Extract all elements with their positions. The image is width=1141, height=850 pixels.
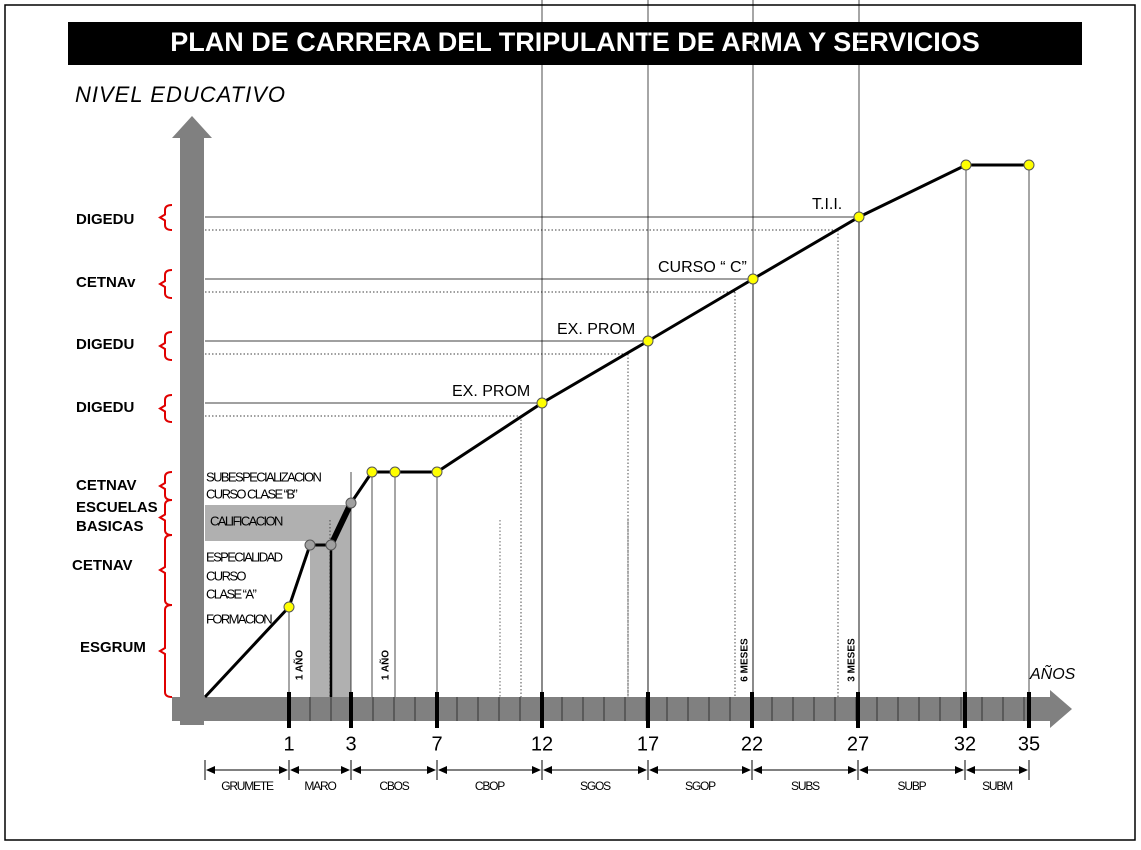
course-label: CURSO CLASE “B” — [206, 486, 297, 501]
guides — [158, 0, 1031, 780]
node — [642, 335, 654, 347]
rank-arrow — [543, 766, 552, 774]
level-label: CETNAV — [72, 557, 133, 574]
node — [1023, 159, 1035, 171]
brace — [158, 604, 173, 698]
brace — [158, 471, 173, 501]
node — [431, 466, 443, 478]
x-axis — [172, 697, 1052, 721]
rank-label: SUBM — [982, 779, 1013, 793]
course-label: CLASE “A” — [206, 586, 256, 601]
brace — [158, 269, 173, 299]
node — [325, 539, 337, 551]
node — [366, 466, 378, 478]
rank-label: SGOS — [580, 779, 611, 793]
node — [304, 539, 316, 551]
duration: 6 MESES — [740, 638, 751, 682]
x-arrow — [1050, 690, 1072, 728]
course-label: SUBESPECIALIZACION — [206, 469, 321, 484]
rank-label: SUBP — [898, 779, 927, 793]
node — [389, 466, 401, 478]
rank-label: GRUMETE — [221, 779, 274, 793]
rank-arrow — [753, 766, 762, 774]
path-group — [203, 159, 1035, 699]
rank-arrow — [848, 766, 857, 774]
annotation: EX. PROM — [557, 321, 635, 338]
rank-arrow — [427, 766, 436, 774]
level-label: DIGEDU — [76, 211, 134, 228]
level-label: ESGRUM — [80, 639, 146, 656]
level-label: CETNAv — [76, 274, 136, 291]
rank-arrow — [1019, 766, 1028, 774]
rank-arrow — [352, 766, 361, 774]
rank-label: SUBS — [791, 779, 820, 793]
rank-arrow — [638, 766, 647, 774]
level-label: BASICAS — [76, 518, 144, 535]
rank-label: CBOP — [475, 779, 505, 793]
rank-arrow — [279, 766, 288, 774]
year-label: 32 — [954, 733, 976, 755]
rank-label: SGOP — [685, 779, 716, 793]
brace — [158, 331, 173, 361]
year-label: 12 — [531, 733, 553, 755]
rank-arrow — [532, 766, 541, 774]
node — [853, 211, 865, 223]
year-label: 3 — [345, 733, 356, 755]
course-label: ESPECIALIDAD — [206, 549, 283, 564]
y-axis — [180, 135, 204, 725]
y-arrow — [172, 116, 212, 138]
course-label: CURSO — [206, 568, 246, 583]
rank-arrow — [742, 766, 751, 774]
node — [283, 601, 295, 613]
duration: 1 AÑO — [293, 650, 306, 680]
rank-label: CBOS — [379, 779, 409, 793]
x-axis-label: AÑOS — [1029, 664, 1076, 683]
annotation: CURSO “ C” — [658, 259, 747, 276]
level-label: CETNAV — [76, 477, 137, 494]
rank-arrow — [290, 766, 299, 774]
year-label: 35 — [1018, 733, 1040, 755]
node — [747, 273, 759, 285]
title-bar — [68, 22, 1082, 65]
title: PLAN DE CARRERA DEL TRIPULANTE DE ARMA Y… — [170, 27, 980, 57]
duration: 3 MESES — [847, 638, 858, 682]
rank-arrow — [341, 766, 350, 774]
rank-arrow — [966, 766, 975, 774]
year-label: 17 — [637, 733, 659, 755]
rank-arrow — [955, 766, 964, 774]
duration: 1 AÑO — [379, 650, 392, 680]
rank-label: MARO — [304, 779, 336, 793]
year-label: 7 — [431, 733, 442, 755]
annotation: EX. PROM — [452, 383, 530, 400]
brace — [158, 499, 173, 536]
course-label: CALIFICACION — [210, 513, 283, 528]
year-label: 27 — [847, 733, 869, 755]
qualification-box — [205, 505, 331, 541]
y-axis-label: NIVEL EDUCATIVO — [75, 82, 286, 107]
year-label: 1 — [283, 733, 294, 755]
level-label: DIGEDU — [76, 336, 134, 353]
node — [536, 397, 548, 409]
course-label: FORMACION — [206, 611, 272, 626]
level-label: ESCUELAS — [76, 499, 158, 516]
rank-arrow — [438, 766, 447, 774]
annotation: T.I.I. — [812, 196, 842, 213]
year-label: 22 — [741, 733, 763, 755]
node — [345, 497, 357, 509]
brace — [158, 394, 173, 423]
brace — [158, 204, 173, 231]
brace — [158, 534, 173, 606]
node — [960, 159, 972, 171]
rank-arrow — [859, 766, 868, 774]
rank-arrow — [206, 766, 215, 774]
rank-arrow — [649, 766, 658, 774]
career-thick — [328, 501, 354, 547]
level-label: DIGEDU — [76, 399, 134, 416]
